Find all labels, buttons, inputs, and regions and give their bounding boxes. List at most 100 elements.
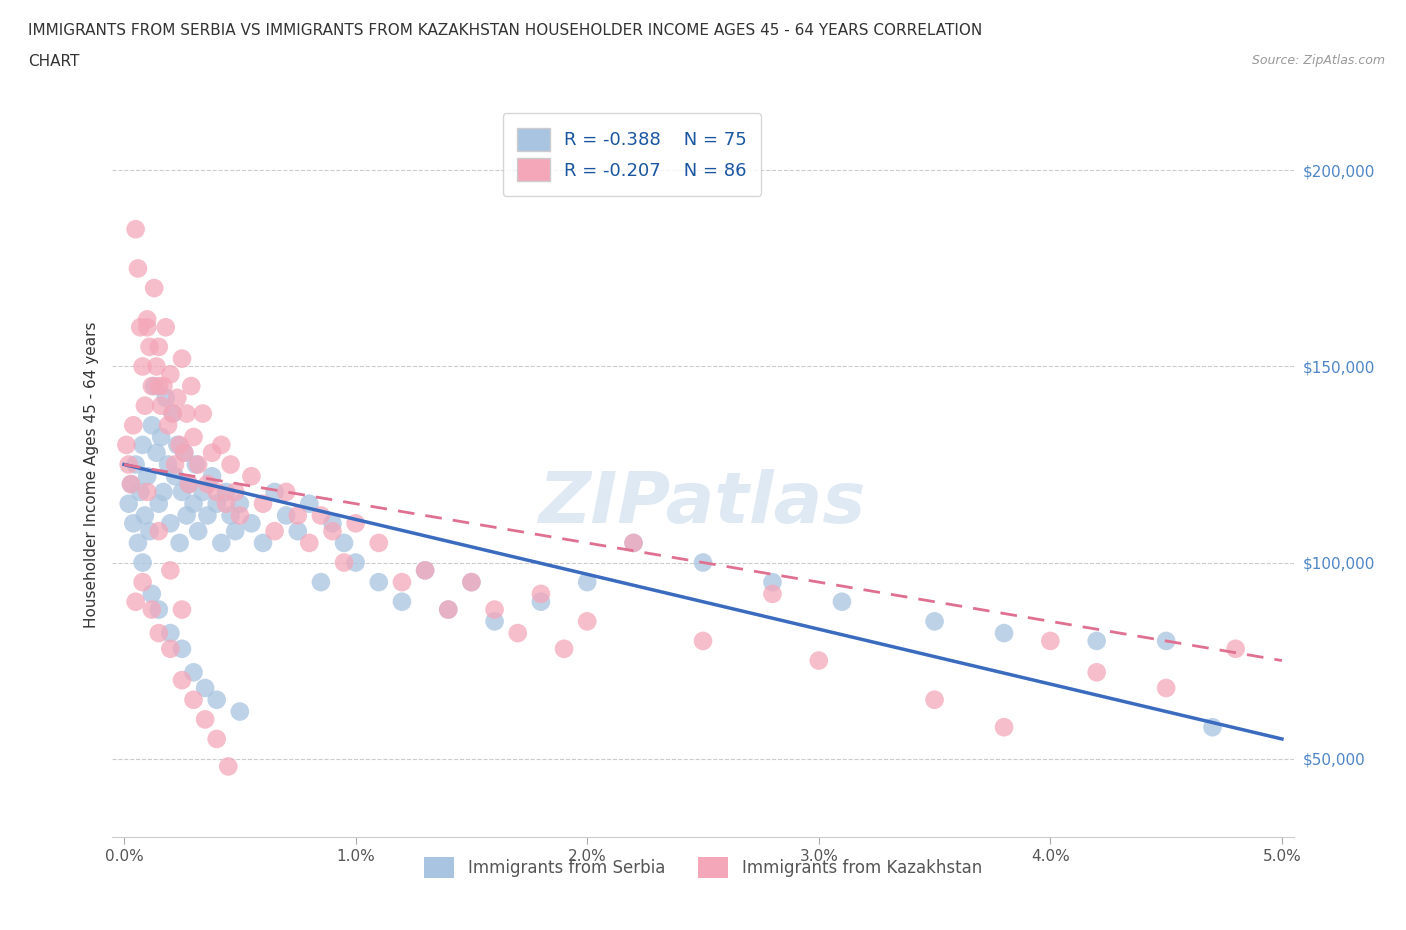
Point [183, 692, 205, 707]
Point [240, 516, 263, 531]
Point [197, 477, 219, 492]
Point [183, 497, 205, 512]
Point [118, 457, 141, 472]
Point [141, 587, 163, 602]
Point [240, 469, 263, 484]
Point [553, 642, 575, 657]
Point [148, 626, 170, 641]
Point [321, 524, 343, 538]
Point [263, 485, 285, 499]
Point [150, 398, 173, 413]
Point [148, 339, 170, 354]
Point [129, 320, 152, 335]
Point [148, 497, 170, 512]
Point [131, 437, 153, 452]
Point [152, 485, 174, 499]
Point [576, 575, 599, 590]
Point [131, 575, 153, 590]
Point [115, 437, 138, 452]
Point [163, 469, 186, 484]
Point [1154, 681, 1177, 696]
Point [924, 692, 946, 707]
Point [437, 602, 460, 617]
Point [170, 602, 193, 617]
Point [170, 352, 193, 366]
Point [124, 594, 146, 609]
Point [127, 536, 149, 551]
Point [413, 563, 436, 578]
Point [136, 469, 159, 484]
Point [143, 379, 166, 393]
Point [148, 602, 170, 617]
Point [209, 437, 232, 452]
Point [229, 508, 252, 523]
Point [224, 524, 246, 538]
Point [530, 594, 553, 609]
Point [252, 536, 274, 551]
Point [761, 575, 783, 590]
Point [252, 497, 274, 512]
Point [1154, 633, 1177, 648]
Point [143, 281, 166, 296]
Point [437, 602, 460, 617]
Point [159, 642, 181, 657]
Point [344, 516, 367, 531]
Point [229, 704, 252, 719]
Point [191, 406, 214, 421]
Point [118, 497, 141, 512]
Point [166, 437, 188, 452]
Point [460, 575, 482, 590]
Point [309, 575, 332, 590]
Point [287, 524, 309, 538]
Point [215, 485, 238, 499]
Text: ZIPatlas: ZIPatlas [540, 469, 866, 538]
Point [276, 508, 298, 523]
Text: Source: ZipAtlas.com: Source: ZipAtlas.com [1251, 54, 1385, 67]
Point [205, 485, 228, 499]
Point [623, 536, 645, 551]
Point [136, 312, 159, 326]
Point [333, 555, 356, 570]
Point [159, 516, 181, 531]
Point [187, 457, 209, 472]
Point [391, 575, 413, 590]
Point [176, 508, 198, 523]
Point [162, 406, 184, 421]
Point [176, 406, 198, 421]
Point [194, 712, 217, 727]
Point [321, 516, 343, 531]
Point [623, 536, 645, 551]
Point [155, 391, 177, 405]
Point [148, 524, 170, 538]
Point [122, 516, 145, 531]
Point [205, 732, 228, 747]
Point [205, 497, 228, 512]
Point [530, 587, 553, 602]
Point [120, 477, 142, 492]
Point [924, 614, 946, 629]
Point [162, 406, 184, 421]
Point [287, 508, 309, 523]
Point [219, 457, 242, 472]
Point [134, 508, 156, 523]
Point [136, 485, 159, 499]
Point [129, 485, 152, 499]
Point [157, 457, 180, 472]
Point [157, 418, 180, 432]
Y-axis label: Householder Income Ages 45 - 64 years: Householder Income Ages 45 - 64 years [83, 321, 98, 628]
Point [177, 477, 200, 492]
Point [692, 555, 714, 570]
Point [205, 692, 228, 707]
Point [224, 485, 246, 499]
Point [124, 457, 146, 472]
Point [141, 602, 163, 617]
Point [1201, 720, 1223, 735]
Point [173, 445, 195, 460]
Point [170, 485, 193, 499]
Point [263, 524, 285, 538]
Point [145, 445, 167, 460]
Point [184, 457, 207, 472]
Point [173, 445, 195, 460]
Point [344, 555, 367, 570]
Point [831, 594, 853, 609]
